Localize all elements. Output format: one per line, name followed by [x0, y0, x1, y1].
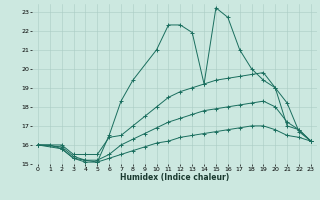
- X-axis label: Humidex (Indice chaleur): Humidex (Indice chaleur): [120, 173, 229, 182]
